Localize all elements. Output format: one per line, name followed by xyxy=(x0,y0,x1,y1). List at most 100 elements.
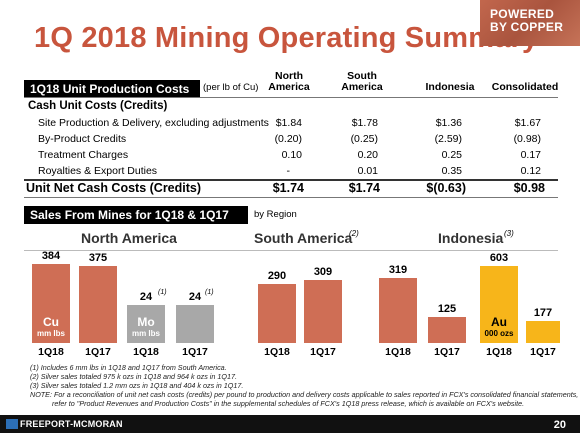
bar-indonesia-cu-1q18 xyxy=(379,278,417,343)
x-tick-label: 1Q17 xyxy=(310,346,336,358)
divider xyxy=(24,179,558,181)
col-label: America xyxy=(268,81,310,93)
row-label: Royalties & Export Duties xyxy=(38,165,158,177)
col-label: America xyxy=(341,81,383,93)
page-title: 1Q 2018 Mining Operating Summary xyxy=(34,22,539,54)
cell: 0.12 xyxy=(520,165,541,177)
divider xyxy=(24,197,558,198)
cell: 0.35 xyxy=(441,165,462,177)
powered-by-copper-badge: POWERED BY COPPER xyxy=(480,0,580,46)
bar-value-label: 24 xyxy=(139,291,153,303)
page-number: 20 xyxy=(553,419,566,431)
footnote-marker: (1) xyxy=(158,289,167,296)
row-label: By-Product Credits xyxy=(38,133,127,145)
cell: $1.67 xyxy=(514,117,541,129)
au-label: Au 000 ozs xyxy=(480,316,518,340)
x-tick-label: 1Q17 xyxy=(85,346,111,358)
badge-line-1: POWERED xyxy=(490,7,555,21)
bar-north-america-mo-1q17 xyxy=(176,305,214,343)
bar-value-label: 24 xyxy=(188,291,202,303)
bar-indonesia-au-1q18 xyxy=(480,266,518,343)
cell: 0.25 xyxy=(441,149,462,161)
col-north-america: North America xyxy=(264,71,314,93)
x-tick-label: 1Q17 xyxy=(182,346,208,358)
col-south-america: South America xyxy=(337,71,387,93)
region-south-america: South America xyxy=(254,230,353,246)
cell: $1.84 xyxy=(275,117,302,129)
fcx-logo-icon xyxy=(6,419,18,429)
col-label: South xyxy=(347,70,377,82)
metal-name: Cu xyxy=(43,315,59,329)
col-label: North xyxy=(275,70,303,82)
cell: $1.36 xyxy=(435,117,462,129)
row-label: Site Production & Delivery, excluding ad… xyxy=(38,117,269,129)
bar-indonesia-au-1q17 xyxy=(526,321,560,343)
cell: (0.20) xyxy=(274,133,302,145)
cell: $1.78 xyxy=(351,117,378,129)
cell: 0.20 xyxy=(357,149,378,161)
metal-name: Au xyxy=(491,315,507,329)
bar-value-label: 603 xyxy=(489,252,509,264)
by-region-label: by Region xyxy=(254,209,297,220)
bar-value-label: 319 xyxy=(388,264,408,276)
cell: (2.59) xyxy=(434,133,462,145)
bar-value-label: 177 xyxy=(533,307,553,319)
total-cell: $0.98 xyxy=(513,181,545,195)
footer-bar xyxy=(0,415,580,433)
costs-header: 1Q18 Unit Production Costs xyxy=(24,80,200,98)
bar-north-america-cu-1q17 xyxy=(79,266,117,343)
cell: - xyxy=(286,165,291,177)
col-consolidated: Consolidated xyxy=(491,81,559,93)
footnote-marker: (2) xyxy=(349,229,359,238)
x-tick-label: 1Q18 xyxy=(264,346,290,358)
metal-unit: mm lbs xyxy=(131,329,160,338)
bar-value-label: 290 xyxy=(267,270,287,282)
bar-south-america-cu-1q18 xyxy=(258,284,296,343)
footnote-marker: (1) xyxy=(205,289,214,296)
bar-value-label: 309 xyxy=(313,266,333,278)
x-tick-label: 1Q18 xyxy=(133,346,159,358)
row-label: Treatment Charges xyxy=(38,149,129,161)
bar-value-label: 375 xyxy=(88,252,108,264)
footnote: (2) Silver sales totaled 975 k ozs in 1Q… xyxy=(30,372,237,381)
x-tick-label: 1Q18 xyxy=(38,346,64,358)
bar-south-america-cu-1q17 xyxy=(304,280,342,343)
divider xyxy=(24,250,558,251)
footnote: NOTE: For a reconciliation of unit net c… xyxy=(30,390,579,399)
bar-value-label: 125 xyxy=(437,303,457,315)
x-tick-label: 1Q18 xyxy=(486,346,512,358)
footnote: refer to "Product Revenues and Productio… xyxy=(52,399,525,408)
footnote: (1) Includes 6 mm lbs in 1Q18 and 1Q17 f… xyxy=(30,363,227,372)
bar-value-label: 384 xyxy=(41,250,61,262)
x-tick-label: 1Q17 xyxy=(434,346,460,358)
bar-indonesia-cu-1q17 xyxy=(428,317,466,343)
total-cell: $1.74 xyxy=(272,181,304,195)
cell: (0.98) xyxy=(513,133,541,145)
sales-header: Sales From Mines for 1Q18 & 1Q17 xyxy=(24,206,248,224)
bar-north-america-mo-1q18 xyxy=(127,305,165,343)
section-label: Cash Unit Costs (Credits) xyxy=(28,100,168,112)
total-cell: $1.74 xyxy=(348,181,380,195)
x-tick-label: 1Q18 xyxy=(385,346,411,358)
badge-line-2: BY COPPER xyxy=(490,20,564,34)
region-indonesia: Indonesia xyxy=(438,230,504,246)
footnote-marker: (3) xyxy=(504,229,514,238)
metal-unit: mm lbs xyxy=(36,329,65,338)
cell: 0.17 xyxy=(520,149,541,161)
cu-label: Cu mm lbs xyxy=(32,316,70,340)
region-north-america: North America xyxy=(81,230,177,246)
cell: (0.25) xyxy=(350,133,378,145)
bar-north-america-cu-1q18 xyxy=(32,264,70,343)
metal-name: Mo xyxy=(137,315,155,329)
divider xyxy=(24,97,558,98)
total-label: Unit Net Cash Costs (Credits) xyxy=(26,181,202,195)
total-cell: $(0.63) xyxy=(426,181,466,195)
footnote: (3) Silver sales totaled 1.2 mm ozs in 1… xyxy=(30,381,244,390)
x-tick-label: 1Q17 xyxy=(530,346,556,358)
cell: 0.10 xyxy=(281,149,302,161)
cell: 0.01 xyxy=(357,165,378,177)
mo-label: Mo mm lbs xyxy=(127,316,165,340)
col-indonesia: Indonesia xyxy=(425,81,475,93)
metal-unit: 000 ozs xyxy=(484,329,514,338)
unit-note: (per lb of Cu) xyxy=(203,82,259,93)
